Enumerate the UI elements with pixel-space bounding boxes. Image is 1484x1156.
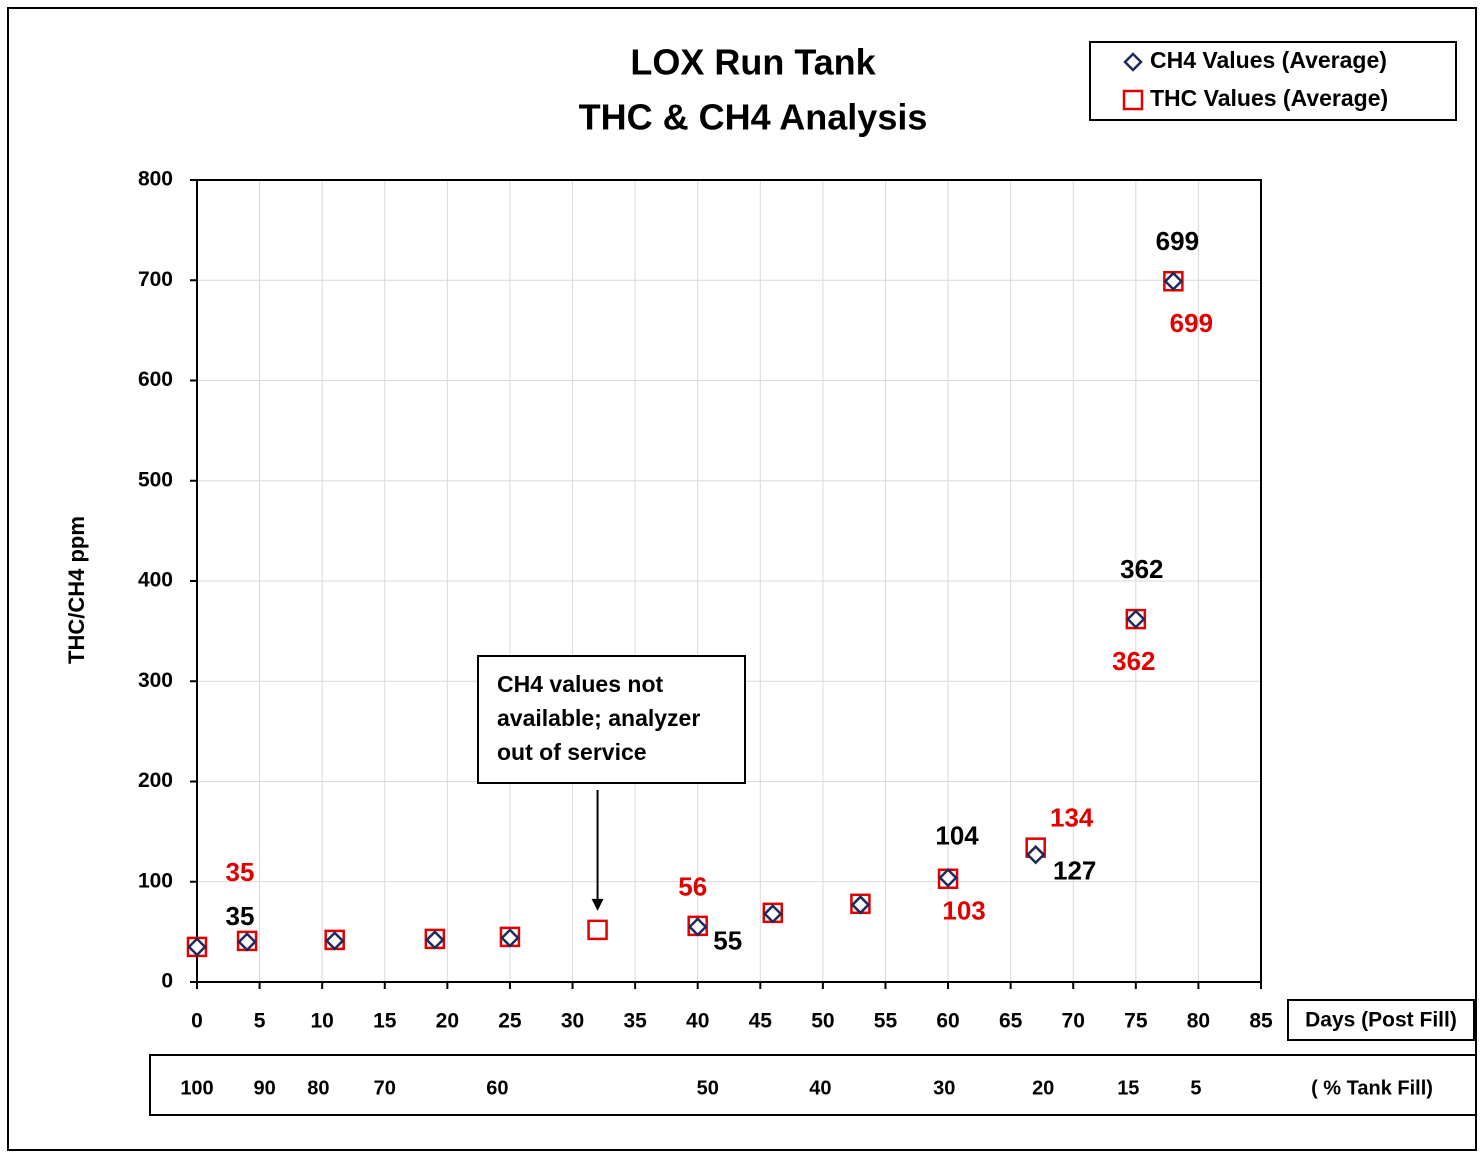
tank-fill-box: [149, 1054, 1477, 1116]
data-label: 103: [942, 896, 985, 926]
x-tick-label: 0: [191, 1010, 203, 1033]
ch4-marker: [850, 895, 871, 915]
outer-frame: [7, 7, 1477, 1151]
ch4-marker: [1025, 844, 1046, 865]
x-tick-label: 10: [310, 1010, 333, 1033]
x-tick-label: 30: [561, 1010, 584, 1033]
ch4-marker: [425, 930, 445, 950]
x-tick-label: 60: [936, 1010, 959, 1033]
data-label: 56: [678, 872, 707, 902]
data-label: 35: [226, 857, 255, 887]
y-tick-label: 800: [138, 168, 173, 191]
tank-fill-tick-label: 100: [180, 1077, 213, 1099]
ch4-marker: [763, 904, 783, 924]
x-tick-label: 65: [999, 1010, 1023, 1033]
tank-fill-tick-label: 20: [1032, 1077, 1054, 1099]
tank-fill-tick-label: 30: [933, 1077, 955, 1099]
y-tick-label: 300: [138, 669, 173, 692]
x-tick-label: 55: [874, 1010, 898, 1033]
x-tick-label: 50: [811, 1010, 834, 1033]
ch4-marker: [324, 931, 345, 951]
legend-label: CH4 Values (Average): [1150, 47, 1387, 73]
x-tick-label: 45: [749, 1010, 773, 1033]
y-axis-label: THC/CH4 ppm: [64, 516, 89, 664]
x-tick-label: 5: [254, 1010, 266, 1033]
tank-fill-tick-label: 90: [253, 1077, 275, 1099]
legend-box: [1089, 41, 1457, 121]
y-tick-label: 600: [138, 368, 173, 391]
x-tick-label: 40: [686, 1010, 709, 1033]
x-tick-label: 85: [1249, 1010, 1273, 1033]
data-label: 104: [935, 821, 979, 851]
data-label: 362: [1120, 554, 1163, 584]
x-axis-label: Days (Post Fill): [1305, 1009, 1457, 1032]
ch4-marker: [500, 928, 520, 948]
ch4-marker: [1163, 271, 1184, 292]
y-tick-label: 0: [161, 970, 173, 993]
x-axis-label-box: [1287, 999, 1475, 1041]
x-tick-label: 25: [498, 1010, 522, 1033]
data-label: 127: [1053, 856, 1096, 886]
data-label: 699: [1156, 226, 1199, 256]
annotation-text: CH4 values not: [497, 671, 663, 697]
annotation-arrowhead: [591, 898, 604, 911]
y-tick-label: 500: [138, 468, 173, 491]
x-tick-label: 75: [1124, 1010, 1148, 1033]
thc-marker: [1122, 89, 1144, 111]
chart-title: LOX Run Tank: [630, 42, 876, 83]
x-tick-label: 80: [1187, 1010, 1210, 1033]
annotation-box: [477, 655, 746, 784]
tank-fill-tick-label: 50: [697, 1077, 719, 1099]
y-tick-label: 400: [138, 569, 173, 592]
chart-title: THC & CH4 Analysis: [579, 97, 928, 138]
ch4-marker: [237, 932, 257, 952]
tank-fill-tick-label: 40: [809, 1077, 831, 1099]
y-tick-label: 700: [138, 268, 173, 291]
x-tick-label: 20: [436, 1010, 459, 1033]
thc-marker: [587, 919, 608, 941]
tank-fill-tick-label: 60: [486, 1077, 508, 1099]
data-label: 134: [1050, 803, 1094, 833]
x-tick-label: 70: [1062, 1010, 1085, 1033]
legend-label: THC Values (Average): [1150, 85, 1388, 111]
tank-fill-tick-label: 15: [1117, 1077, 1139, 1099]
data-label: 55: [713, 926, 742, 956]
tank-fill-tick-label: 5: [1190, 1077, 1201, 1099]
annotation-text: out of service: [497, 739, 647, 765]
tank-fill-label: ( % Tank Fill): [1311, 1077, 1433, 1099]
ch4-marker: [687, 917, 708, 937]
y-tick-label: 200: [138, 769, 173, 792]
y-tick-label: 100: [138, 869, 173, 892]
x-tick-label: 35: [623, 1010, 647, 1033]
data-label: 35: [226, 901, 255, 931]
ch4-marker: [187, 937, 207, 957]
tank-fill-tick-label: 70: [374, 1077, 396, 1099]
data-label: 362: [1112, 646, 1155, 676]
x-tick-label: 15: [373, 1010, 397, 1033]
ch4-marker: [938, 867, 958, 888]
annotation-text: available; analyzer: [497, 705, 700, 731]
ch4-marker: [1126, 609, 1146, 629]
data-label: 699: [1170, 308, 1213, 338]
tank-fill-tick-label: 80: [307, 1077, 329, 1099]
ch4-marker: [1123, 52, 1143, 72]
